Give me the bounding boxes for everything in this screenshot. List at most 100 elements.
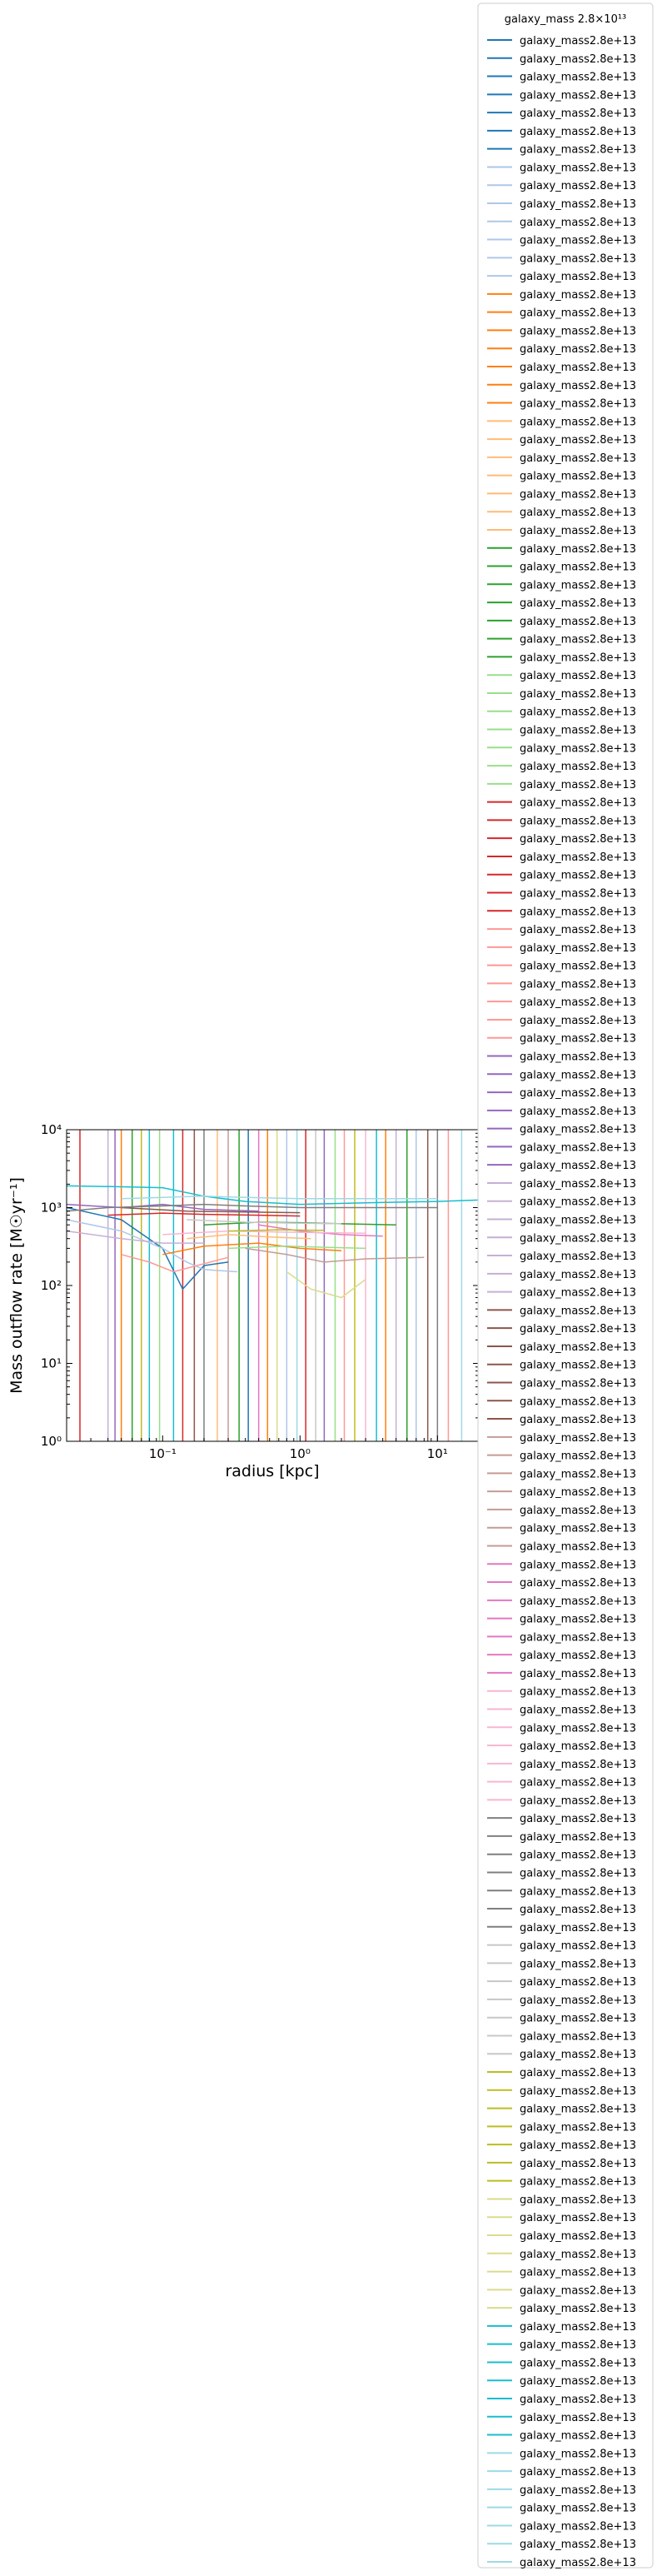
legend-label-103: galaxy_mass2.8e+13 xyxy=(520,1904,636,1916)
legend-label-108: galaxy_mass2.8e+13 xyxy=(520,1994,636,2007)
legend-label-72: galaxy_mass2.8e+13 xyxy=(520,1341,636,1354)
legend-label-4: galaxy_mass2.8e+13 xyxy=(520,107,636,120)
legend-label-37: galaxy_mass2.8e+13 xyxy=(520,706,636,719)
legend-label-13: galaxy_mass2.8e+13 xyxy=(520,271,636,283)
legend-label-23: galaxy_mass2.8e+13 xyxy=(520,452,636,465)
legend-label-89: galaxy_mass2.8e+13 xyxy=(520,1650,636,1662)
legend-label-128: galaxy_mass2.8e+13 xyxy=(520,2357,636,2369)
legend-label-19: galaxy_mass2.8e+13 xyxy=(520,380,636,392)
legend-label-122: galaxy_mass2.8e+13 xyxy=(520,2249,636,2261)
legend-label-28: galaxy_mass2.8e+13 xyxy=(520,543,636,556)
plot-data xyxy=(67,1130,479,1441)
legend-label-16: galaxy_mass2.8e+13 xyxy=(520,325,636,337)
legend-label-113: galaxy_mass2.8e+13 xyxy=(520,2085,636,2098)
legend-label-49: galaxy_mass2.8e+13 xyxy=(520,924,636,936)
legend-label-98: galaxy_mass2.8e+13 xyxy=(520,1813,636,1825)
legend-label-26: galaxy_mass2.8e+13 xyxy=(520,507,636,519)
legend-label-50: galaxy_mass2.8e+13 xyxy=(520,942,636,955)
plot-frame xyxy=(66,1129,480,1442)
series-line-19 xyxy=(121,1196,438,1200)
legend-label-77: galaxy_mass2.8e+13 xyxy=(520,1432,636,1445)
series-line-16 xyxy=(228,1229,325,1232)
legend-label-25: galaxy_mass2.8e+13 xyxy=(520,488,636,501)
legend-label-69: galaxy_mass2.8e+13 xyxy=(520,1287,636,1300)
legend-label-51: galaxy_mass2.8e+13 xyxy=(520,961,636,973)
legend-label-92: galaxy_mass2.8e+13 xyxy=(520,1704,636,1716)
legend-label-88: galaxy_mass2.8e+13 xyxy=(520,1631,636,1644)
legend-label-61: galaxy_mass2.8e+13 xyxy=(520,1141,636,1154)
series-line-13 xyxy=(162,1230,366,1236)
legend-label-83: galaxy_mass2.8e+13 xyxy=(520,1540,636,1553)
legend-label-130: galaxy_mass2.8e+13 xyxy=(520,2394,636,2406)
legend-label-82: galaxy_mass2.8e+13 xyxy=(520,1523,636,1535)
legend-label-14: galaxy_mass2.8e+13 xyxy=(520,289,636,302)
legend-label-5: galaxy_mass2.8e+13 xyxy=(520,126,636,138)
legend-label-57: galaxy_mass2.8e+13 xyxy=(520,1069,636,1081)
legend-label-84: galaxy_mass2.8e+13 xyxy=(520,1559,636,1571)
legend-label-42: galaxy_mass2.8e+13 xyxy=(520,797,636,810)
legend-label-71: galaxy_mass2.8e+13 xyxy=(520,1323,636,1335)
legend-label-87: galaxy_mass2.8e+13 xyxy=(520,1614,636,1626)
legend-label-38: galaxy_mass2.8e+13 xyxy=(520,725,636,737)
legend-label-97: galaxy_mass2.8e+13 xyxy=(520,1795,636,1807)
legend-label-65: galaxy_mass2.8e+13 xyxy=(520,1215,636,1227)
legend-label-41: galaxy_mass2.8e+13 xyxy=(520,779,636,791)
legend-label-112: galaxy_mass2.8e+13 xyxy=(520,2067,636,2079)
y-tick-label-1: 10¹ xyxy=(41,1356,62,1371)
legend-label-75: galaxy_mass2.8e+13 xyxy=(520,1395,636,1408)
legend-label-18: galaxy_mass2.8e+13 xyxy=(520,362,636,374)
legend-label-106: galaxy_mass2.8e+13 xyxy=(520,1958,636,1970)
legend-label-74: galaxy_mass2.8e+13 xyxy=(520,1377,636,1390)
legend-label-117: galaxy_mass2.8e+13 xyxy=(520,2158,636,2170)
legend-label-133: galaxy_mass2.8e+13 xyxy=(520,2448,636,2460)
legend-label-80: galaxy_mass2.8e+13 xyxy=(520,1486,636,1499)
y-tick-label-2: 10² xyxy=(41,1278,62,1293)
legend-label-93: galaxy_mass2.8e+13 xyxy=(520,1722,636,1735)
legend-label-139: galaxy_mass2.8e+13 xyxy=(520,2557,636,2569)
series-line-1 xyxy=(67,1219,238,1273)
legend-label-111: galaxy_mass2.8e+13 xyxy=(520,2049,636,2061)
legend-label-129: galaxy_mass2.8e+13 xyxy=(520,2375,636,2388)
legend-label-0: galaxy_mass2.8e+13 xyxy=(520,35,636,47)
legend-label-45: galaxy_mass2.8e+13 xyxy=(520,851,636,864)
legend-label-11: galaxy_mass2.8e+13 xyxy=(520,235,636,247)
legend-label-12: galaxy_mass2.8e+13 xyxy=(520,252,636,265)
legend-label-136: galaxy_mass2.8e+13 xyxy=(520,2503,636,2515)
x-tick-label-2: 10¹ xyxy=(427,1446,448,1461)
y-tick-label-3: 10³ xyxy=(41,1201,62,1216)
legend-title: galaxy_mass 2.8×10¹³ xyxy=(505,13,627,26)
legend-label-124: galaxy_mass2.8e+13 xyxy=(520,2284,636,2297)
legend-label-99: galaxy_mass2.8e+13 xyxy=(520,1831,636,1844)
legend-label-85: galaxy_mass2.8e+13 xyxy=(520,1577,636,1590)
legend-label-17: galaxy_mass2.8e+13 xyxy=(520,343,636,356)
legend-label-109: galaxy_mass2.8e+13 xyxy=(520,2013,636,2025)
legend-label-58: galaxy_mass2.8e+13 xyxy=(520,1087,636,1100)
legend-label-94: galaxy_mass2.8e+13 xyxy=(520,1740,636,1753)
legend-label-102: galaxy_mass2.8e+13 xyxy=(520,1885,636,1898)
legend-label-115: galaxy_mass2.8e+13 xyxy=(520,2121,636,2134)
legend-label-131: galaxy_mass2.8e+13 xyxy=(520,2412,636,2424)
series-line-3 xyxy=(187,1234,311,1240)
legend-label-95: galaxy_mass2.8e+13 xyxy=(520,1759,636,1771)
legend-label-66: galaxy_mass2.8e+13 xyxy=(520,1232,636,1245)
series-line-14 xyxy=(67,1203,438,1212)
legend-label-68: galaxy_mass2.8e+13 xyxy=(520,1269,636,1281)
legend-label-40: galaxy_mass2.8e+13 xyxy=(520,761,636,773)
legend-label-30: galaxy_mass2.8e+13 xyxy=(520,579,636,592)
series-line-11 xyxy=(245,1247,425,1263)
legend-label-27: galaxy_mass2.8e+13 xyxy=(520,525,636,537)
legend-label-101: galaxy_mass2.8e+13 xyxy=(520,1867,636,1880)
legend-label-62: galaxy_mass2.8e+13 xyxy=(520,1160,636,1172)
legend-label-91: galaxy_mass2.8e+13 xyxy=(520,1686,636,1699)
legend-label-15: galaxy_mass2.8e+13 xyxy=(520,307,636,320)
legend-label-132: galaxy_mass2.8e+13 xyxy=(520,2430,636,2443)
legend-label-54: galaxy_mass2.8e+13 xyxy=(520,1015,636,1027)
legend-label-7: galaxy_mass2.8e+13 xyxy=(520,162,636,174)
legend-label-6: galaxy_mass2.8e+13 xyxy=(520,144,636,157)
legend-label-44: galaxy_mass2.8e+13 xyxy=(520,833,636,846)
legend-label-60: galaxy_mass2.8e+13 xyxy=(520,1124,636,1136)
legend-label-67: galaxy_mass2.8e+13 xyxy=(520,1251,636,1263)
legend-label-47: galaxy_mass2.8e+13 xyxy=(520,888,636,901)
